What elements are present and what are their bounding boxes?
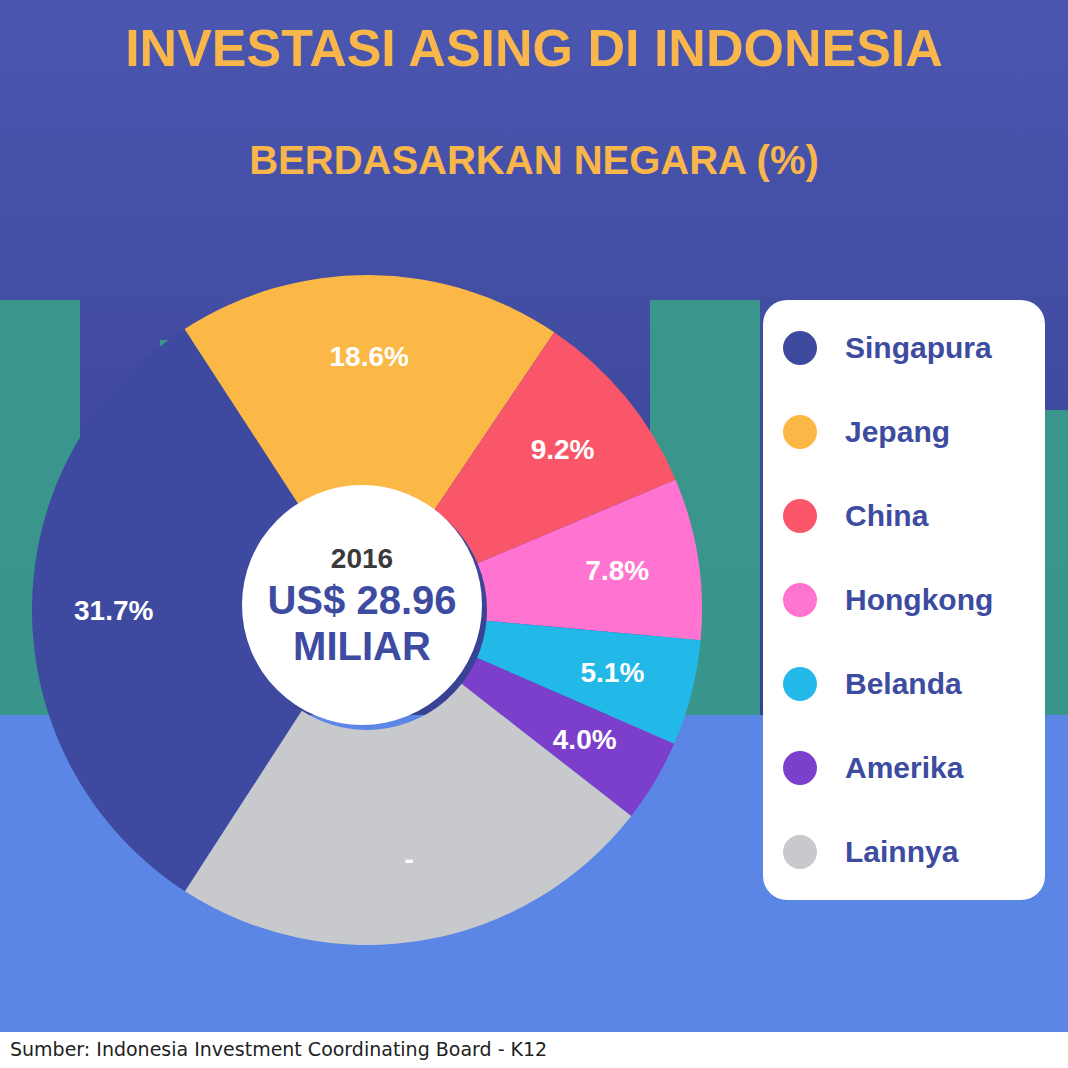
html-text:Lainnya: Lainnya [845,835,959,868]
svg-text:4.0%: 4.0% [553,724,617,755]
html-text:Singapura: Singapura [845,331,992,364]
html-text:BERDASARKAN NEGARA (%): BERDASARKAN NEGARA (%) [249,138,819,182]
html-text:Amerika: Amerika [845,751,964,784]
svg-text:31.7%: 31.7% [74,595,153,626]
svg-text:-: - [404,844,413,875]
svg-text:9.2%: 9.2% [531,434,595,465]
html-text:INVESTASI ASING DI INDONESIA: INVESTASI ASING DI INDONESIA [125,19,943,77]
html-text:2016: 2016 [330,543,394,574]
html-text:Jepang: Jepang [845,415,950,448]
html-text:Sumber: Indonesia Investment C: Sumber: Indonesia Investment Coordinatin… [10,1038,548,1060]
svg-text:7.8%: 7.8% [585,555,649,586]
svg-text:5.1%: 5.1% [580,657,644,688]
html-text:US$ 28.96 MILIAR: US$ 28.96 MILIAR [267,578,457,668]
html-text:Belanda: Belanda [845,667,962,700]
html-text:Hongkong: Hongkong [845,583,994,616]
html-text:China: China [845,499,929,532]
svg-text:18.6%: 18.6% [330,341,409,372]
